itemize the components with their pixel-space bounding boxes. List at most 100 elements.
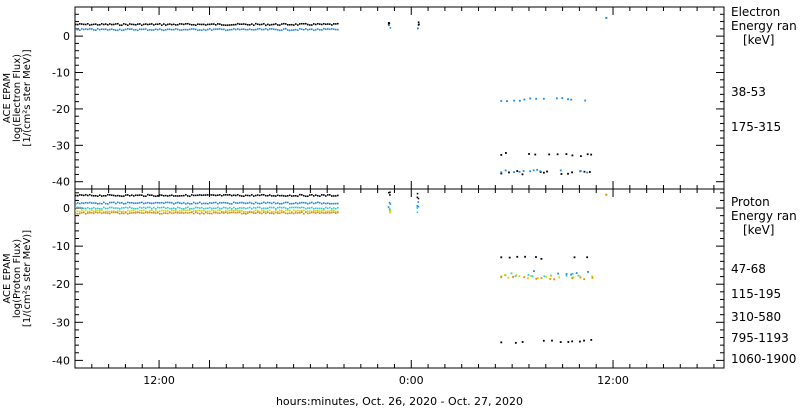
data-point [257,210,259,212]
data-point [523,98,526,101]
data-point [217,28,219,30]
data-point [75,202,77,205]
data-point [388,201,391,204]
legend-entry: 115-195 [731,287,781,301]
data-point [537,277,539,279]
data-point [241,195,243,197]
data-point [125,211,127,214]
data-point [225,207,227,209]
data-point [297,24,299,26]
data-point [243,195,245,198]
data-point [135,194,137,197]
data-point [267,210,269,213]
data-point [267,211,269,214]
data-point [175,24,177,26]
data-point [101,22,103,25]
data-point [265,212,267,215]
data-point [83,28,85,31]
series-47-68 [75,191,593,344]
data-point [139,201,141,204]
data-point [337,202,339,205]
data-point [275,28,277,31]
data-point [117,201,119,204]
series-795-1193 [75,209,594,280]
data-point [133,29,135,31]
data-point [113,210,115,213]
data-point [329,212,331,214]
data-point [311,206,313,209]
data-point [121,195,123,198]
data-point [173,209,175,212]
data-point [233,209,235,212]
data-point [195,202,197,205]
data-point [267,207,269,209]
data-point [213,207,215,210]
data-point [333,211,335,214]
data-point [147,210,149,213]
data-point [79,202,81,205]
data-point [109,212,111,215]
y-tick-label: -40 [52,354,70,367]
data-point [227,202,229,204]
data-point [303,194,305,197]
data-point [201,194,203,197]
data-point [303,23,305,25]
data-point [295,195,297,197]
data-point [155,207,157,210]
data-point [135,23,137,26]
data-point [177,28,179,31]
data-point [259,206,261,209]
data-point [195,24,197,27]
data-point [319,195,321,197]
data-point [141,207,143,209]
data-point [83,207,85,210]
data-point [127,194,129,196]
data-point [337,211,339,214]
data-point [251,194,253,196]
data-point [105,210,107,213]
data-point [87,212,89,214]
data-point [325,28,327,30]
data-point [263,211,265,214]
data-point [325,206,327,209]
data-point [309,207,311,209]
data-point [137,211,139,214]
data-point [237,202,239,204]
data-point [191,207,193,210]
data-point [277,212,279,214]
data-point [245,212,247,215]
data-point [175,195,177,197]
data-point [147,211,149,214]
data-point [141,212,143,214]
data-point [263,194,265,196]
data-point [197,194,199,197]
data-point [305,202,307,204]
data-point [183,194,185,197]
data-point [319,210,321,212]
data-point [277,206,279,209]
data-point [87,22,89,25]
data-point [149,202,151,204]
data-point [173,23,175,26]
data-point [79,210,81,213]
data-point [309,28,311,31]
data-point [101,28,103,31]
data-point [135,28,137,31]
data-point [281,202,283,205]
data-point [283,210,285,213]
data-point [131,23,133,26]
data-point [515,274,518,277]
data-point [93,206,95,209]
data-point [307,23,309,26]
data-point [137,194,139,197]
data-point [121,201,123,204]
data-point [567,341,570,343]
data-point [177,210,179,213]
data-point [111,201,113,204]
data-point [387,191,390,194]
data-point [165,212,167,214]
data-point [277,24,279,26]
data-point [315,210,317,212]
data-point [305,195,307,198]
